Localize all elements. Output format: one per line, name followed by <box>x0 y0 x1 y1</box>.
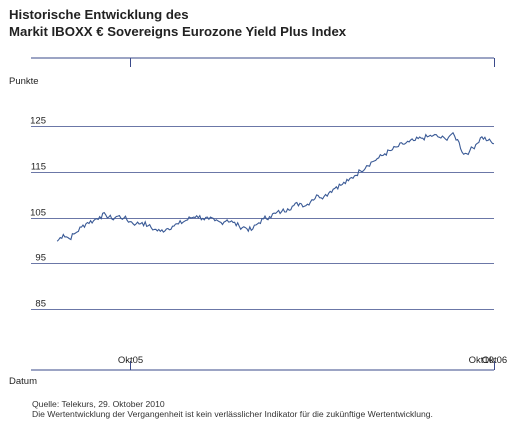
axis-labels: 8595105115125Okt05Okt06Okt07Okt08Okt09Ok… <box>30 116 507 367</box>
footnote: Quelle: Telekurs, 29. Oktober 2010 Die W… <box>32 399 433 419</box>
chart-title: Historische Entwicklung des Markit IBOXX… <box>9 6 346 40</box>
x-axis-label: Datum <box>9 376 37 387</box>
disclaimer-note: Die Wertentwicklung der Vergangenheit is… <box>32 409 433 419</box>
gridlines <box>31 57 494 371</box>
y-tick-label: 105 <box>30 208 46 219</box>
y-tick-label: 115 <box>31 162 46 173</box>
y-tick-label: 125 <box>30 116 46 127</box>
y-tick-label: 85 <box>35 299 46 310</box>
source-note: Quelle: Telekurs, 29. Oktober 2010 <box>32 399 165 409</box>
chart-title-line-1: Historische Entwicklung des <box>9 7 189 22</box>
chart-title-line-2: Markit IBOXX € Sovereigns Eurozone Yield… <box>9 24 347 39</box>
x-tick-label: Okt05 <box>118 355 143 366</box>
x-axis-ticks <box>130 58 495 370</box>
x-tick-label: Okt10 <box>469 355 494 366</box>
y-tick-label: 95 <box>35 253 46 264</box>
x-tick-label: Okt06 <box>482 355 507 366</box>
y-axis-label: Punkte <box>9 76 39 87</box>
index-series-line <box>56 131 495 242</box>
